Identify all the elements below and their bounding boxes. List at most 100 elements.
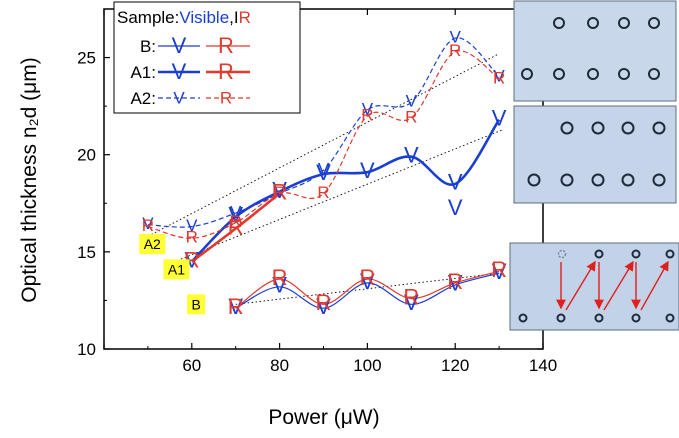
data-point-b-ir: R xyxy=(403,284,419,309)
micrograph-dot xyxy=(587,17,599,29)
data-point-a2-visible: V xyxy=(186,216,198,235)
curve-tag-bg-b xyxy=(187,294,206,315)
scan-arrow xyxy=(603,260,634,311)
sample-a2-micrograph xyxy=(513,0,677,102)
data-point-a2-visible: V xyxy=(406,92,418,111)
data-point-a2-visible: V xyxy=(274,183,286,202)
legend-marker-visible: V xyxy=(172,59,187,84)
data-point-b-visible: V xyxy=(316,294,331,319)
micrograph-dot xyxy=(631,313,641,323)
data-point-a1-visible: V xyxy=(448,170,463,195)
series-line-a2-visible xyxy=(147,37,500,228)
curve-tag-a1: A1 xyxy=(168,261,185,277)
x-tick-label: 120 xyxy=(441,356,469,375)
inset-a1 xyxy=(513,105,677,204)
micrograph-dot xyxy=(527,173,541,187)
data-point-outlier: V xyxy=(448,195,463,220)
micrograph-dot xyxy=(648,68,660,80)
micrograph-dot xyxy=(587,68,599,80)
curve-tag-b: B xyxy=(192,296,201,312)
micrograph-dot-faint xyxy=(557,249,567,259)
data-point-a2-visible: V xyxy=(230,202,242,221)
micrograph-dot xyxy=(594,249,604,259)
curve-tag-bg-a1 xyxy=(163,259,190,280)
x-axis-title: Power (μW) xyxy=(268,406,379,429)
data-point-b-ir: R xyxy=(228,294,244,319)
curve-tag-bg-a2 xyxy=(139,234,166,255)
y-axis-title: Optical thickness n₂d (μm) xyxy=(18,57,41,303)
data-point-a2-ir: R xyxy=(449,41,461,60)
trend-line-b xyxy=(235,272,500,305)
data-point-b-visible: V xyxy=(404,290,419,315)
y-tick-label: 10 xyxy=(77,340,96,359)
legend-marker-visible: V xyxy=(172,33,187,58)
y-tick-label: 20 xyxy=(77,146,96,165)
micrograph-dot xyxy=(560,121,574,135)
micrograph-dot xyxy=(648,17,660,29)
data-point-a1-ir: R xyxy=(272,179,288,204)
legend-marker-ir: R xyxy=(218,33,234,58)
data-point-a1-visible: V xyxy=(360,158,375,183)
data-point-b-ir: R xyxy=(491,257,507,282)
data-point-a2-visible: V xyxy=(142,214,154,233)
data-point-b-ir: R xyxy=(316,290,332,315)
series-line-a1-visible xyxy=(190,118,501,263)
micrograph-dot xyxy=(591,121,605,135)
legend: Sample:Visible,IR B: V R A1: V R A2: V R xyxy=(113,1,301,114)
series-lines xyxy=(147,37,501,309)
data-point-b-ir: R xyxy=(359,265,375,290)
scan-arrow xyxy=(565,260,596,311)
trend-lines xyxy=(147,53,504,305)
series-line-a2-ir xyxy=(147,50,500,239)
legend-box xyxy=(113,1,301,114)
data-point-a2-visible: V xyxy=(450,28,462,47)
micrograph-dot xyxy=(560,173,574,187)
data-point-b-ir: R xyxy=(272,265,288,290)
data-point-a2-ir: R xyxy=(493,68,505,87)
series-line-a1-ir xyxy=(191,192,281,263)
x-tick-label: 140 xyxy=(529,356,557,375)
y-tick-label: 25 xyxy=(77,49,96,68)
legend-marker-ir: R xyxy=(220,88,232,107)
curve-tags: A2 A1 B xyxy=(139,234,206,315)
legend-rows: B: V R A1: V R A2: V R xyxy=(130,33,250,108)
legend-label: B: xyxy=(140,37,156,56)
sample-b-micrograph xyxy=(509,242,679,331)
data-point-b-visible: V xyxy=(360,269,375,294)
micrograph-dot xyxy=(652,121,666,135)
data-point-b-visible: V xyxy=(228,294,243,319)
micrograph-dot xyxy=(665,249,675,259)
data-point-b-visible: V xyxy=(492,259,507,284)
data-point-a2-ir: R xyxy=(317,183,329,202)
legend-label: A1: xyxy=(130,63,156,82)
data-point-a1-visible: V xyxy=(228,203,243,228)
micrograph-dot xyxy=(553,17,565,29)
data-point-a2-ir: R xyxy=(186,228,198,247)
data-point-a2-ir: R xyxy=(405,107,417,126)
micrograph-dot xyxy=(518,313,528,323)
sample-a1-micrograph xyxy=(513,105,677,204)
micrograph-dot xyxy=(652,173,666,187)
series-line-b-visible xyxy=(235,272,500,309)
micrograph-dot xyxy=(553,68,565,80)
data-point-b-ir: R xyxy=(447,269,463,294)
scan-arrow xyxy=(640,260,669,311)
y-tick-label: 15 xyxy=(77,243,96,262)
data-point-b-visible: V xyxy=(448,271,463,296)
micrograph-dot xyxy=(521,68,533,80)
data-point-a2-visible: V xyxy=(318,160,330,179)
data-point-a1-visible: V xyxy=(316,160,331,185)
inset-b xyxy=(509,242,679,331)
data-point-a1-visible: V xyxy=(492,106,507,131)
data-point-a2-ir: R xyxy=(142,216,154,235)
data-point-a1-visible: V xyxy=(272,177,287,202)
micrograph-dot xyxy=(665,313,675,323)
micrograph-dot xyxy=(618,17,630,29)
micrograph-dot xyxy=(621,121,635,135)
micrograph-dot xyxy=(591,173,605,187)
series-line-b-ir xyxy=(235,270,500,309)
micrograph-dot xyxy=(556,313,566,323)
micrograph-dot xyxy=(631,249,641,259)
micrograph-dot xyxy=(594,313,604,323)
